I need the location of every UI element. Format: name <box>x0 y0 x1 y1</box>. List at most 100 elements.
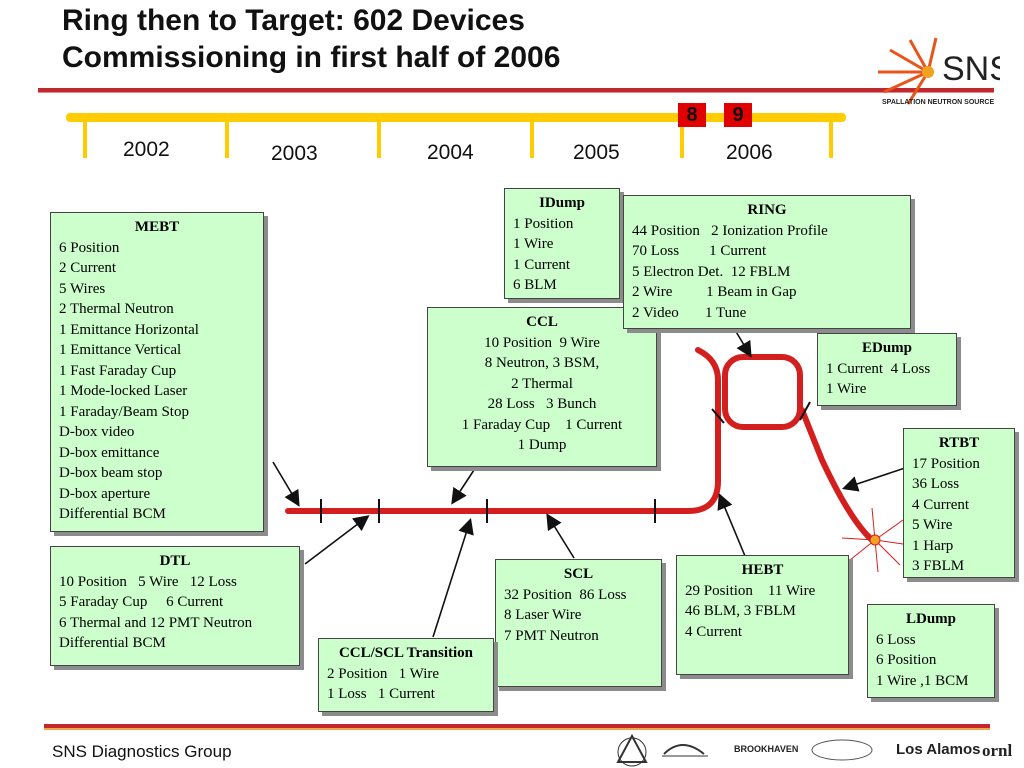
device-marker <box>799 401 811 421</box>
ccl-line: 1 Faraday Cup 1 Current <box>461 416 623 433</box>
idump-line: 1 Position <box>513 215 574 232</box>
footer-divider <box>44 724 990 728</box>
idump-line: 1 Current <box>513 256 571 273</box>
mebt-line: 6 Position <box>59 239 120 256</box>
marker-badge: 8 <box>678 103 706 127</box>
accumulator-ring <box>722 354 803 430</box>
ring-title: RING <box>747 202 787 218</box>
ccl-line: 28 Loss 3 Bunch <box>487 396 597 412</box>
title-line-2: Commissioning in first half of 2006 <box>62 41 561 74</box>
arrow-cclscl <box>432 517 474 638</box>
year-label: 2003 <box>271 142 318 165</box>
timeline-bar <box>66 113 846 122</box>
logo-text: SNS <box>942 50 1000 88</box>
arrow-scl <box>546 513 575 559</box>
mebt-title: MEBT <box>134 219 180 235</box>
rtbt-line: 36 Loss <box>912 476 960 492</box>
hebt-line: 29 Position 11 Wire <box>685 582 816 599</box>
ring-line: 2 Video 1 Tune <box>632 304 747 321</box>
mebt-line: 1 Faraday/Beam Stop <box>59 403 189 420</box>
rtbt-title: RTBT <box>938 435 980 451</box>
ldump-title: LDump <box>905 611 957 627</box>
mebt-line: 5 Wires <box>59 280 106 297</box>
marker-badge: 9 <box>724 103 752 127</box>
mebt-line: 2 Current <box>59 260 117 276</box>
mebt-line: 1 Mode-locked Laser <box>59 383 188 399</box>
idump-line: 1 Wire <box>513 236 554 252</box>
cclscl-title: CCL/SCL Transition <box>338 645 474 661</box>
rtbt-line: 5 Wire <box>912 517 953 533</box>
argonne-logo <box>616 733 648 767</box>
rtbt-line: 3 FBLM <box>912 558 965 574</box>
footer-text: SNS Diagnostics Group <box>52 742 232 761</box>
timeline-tick <box>377 122 381 158</box>
mebt-line: D-box aperture <box>59 485 151 502</box>
edump-title: EDump <box>861 340 913 356</box>
ldump-line: 6 Position <box>876 652 937 668</box>
los-alamos-logo: Los Alamos <box>896 741 980 758</box>
ring-line: 44 Position 2 Ionization Profile <box>632 222 828 239</box>
dtl-box: DTL 10 Position 5 Wire 12 Loss 5 Faraday… <box>50 546 300 666</box>
ring-line: 2 Wire 1 Beam in Gap <box>632 284 797 300</box>
timeline-tick <box>680 122 684 158</box>
title-line-1: Ring then to Target: 602 Devices <box>62 4 525 37</box>
ccl-line: 1 Dump <box>517 437 567 453</box>
rtbt-line: 17 Position <box>912 455 980 472</box>
year-label: 2005 <box>573 141 620 164</box>
dtl-title: DTL <box>159 553 191 569</box>
mebt-line: 1 Emittance Vertical <box>59 342 182 358</box>
ring-line: 5 Electron Det. 12 FBLM <box>632 263 791 280</box>
scl-box: SCL 32 Position 86 Loss 8 Laser Wire 7 P… <box>495 559 662 687</box>
linac-beamline <box>285 347 721 514</box>
footer-divider-shade <box>44 728 990 730</box>
cclscl-line: 2 Position 1 Wire <box>327 665 440 682</box>
hebt-box: HEBT 29 Position 11 Wire 46 BLM, 3 FBLM … <box>676 555 849 675</box>
scl-title: SCL <box>563 566 594 582</box>
arrow-ring <box>734 329 752 358</box>
ccl-line: 8 Neutron, 3 BSM, <box>484 355 600 371</box>
edump-box: EDump 1 Current 4 Loss 1 Wire <box>817 333 957 406</box>
cclscl-box: CCL/SCL Transition 2 Position 1 Wire 1 L… <box>318 638 494 712</box>
ccl-box: CCL 10 Position 9 Wire 8 Neutron, 3 BSM,… <box>427 307 657 467</box>
hebt-title: HEBT <box>741 562 784 578</box>
timeline-tick <box>530 122 534 158</box>
jefferson-lab-logo <box>811 739 873 761</box>
ccl-line: 2 Thermal <box>511 375 573 392</box>
cclscl-line: 1 Loss 1 Current <box>327 686 435 702</box>
mebt-box: MEBT 6 Position 2 Current 5 Wires 2 Ther… <box>50 212 264 532</box>
mebt-line: D-box video <box>59 424 135 440</box>
sns-logo: SNS SPALLATION NEUTRON SOURCE <box>878 37 1000 106</box>
idump-title: IDump <box>539 195 585 211</box>
scl-line: 7 PMT Neutron <box>504 627 599 644</box>
partner-logos: BROOKHAVEN Los Alamos ornl <box>616 733 1013 767</box>
rtbt-line: 1 Harp <box>912 537 954 554</box>
year-label: 2002 <box>123 138 170 161</box>
mebt-line: 1 Emittance Horizontal <box>59 321 199 338</box>
logo-subtitle: SPALLATION NEUTRON SOURCE <box>882 99 994 106</box>
device-marker <box>711 408 725 424</box>
title-divider-shade <box>38 92 994 93</box>
hebt-line: 46 BLM, 3 FBLM <box>685 603 796 619</box>
arrow-mebt <box>272 461 300 507</box>
mebt-line: 1 Fast Faraday Cup <box>59 362 177 379</box>
dtl-line: 5 Faraday Cup 6 Current <box>59 594 224 610</box>
edump-line: 1 Wire <box>826 381 867 397</box>
arrow-hebt <box>717 493 746 557</box>
ring-box: RING 44 Position 2 Ionization Profile 70… <box>623 195 911 329</box>
arrow-dtl <box>304 515 370 565</box>
dtl-line: 6 Thermal and 12 PMT Neutron <box>59 614 253 631</box>
berkeley-lab-logo <box>662 744 708 757</box>
idump-line: 6 BLM <box>513 277 557 293</box>
dtl-line: 10 Position 5 Wire 12 Loss <box>59 573 237 590</box>
arrow-ccl <box>451 469 475 505</box>
edump-line: 1 Current 4 Loss <box>826 360 931 377</box>
scl-line: 8 Laser Wire <box>504 607 582 623</box>
rtbt-line: 4 Current <box>912 496 970 513</box>
brookhaven-logo: BROOKHAVEN <box>734 744 798 754</box>
page-title: Ring then to Target: 602 Devices Commiss… <box>62 2 560 76</box>
ring-line: 70 Loss 1 Current <box>632 243 767 259</box>
timeline-tick <box>225 122 229 158</box>
timeline-tick <box>829 122 833 158</box>
ldump-line: 6 Loss <box>876 631 916 648</box>
